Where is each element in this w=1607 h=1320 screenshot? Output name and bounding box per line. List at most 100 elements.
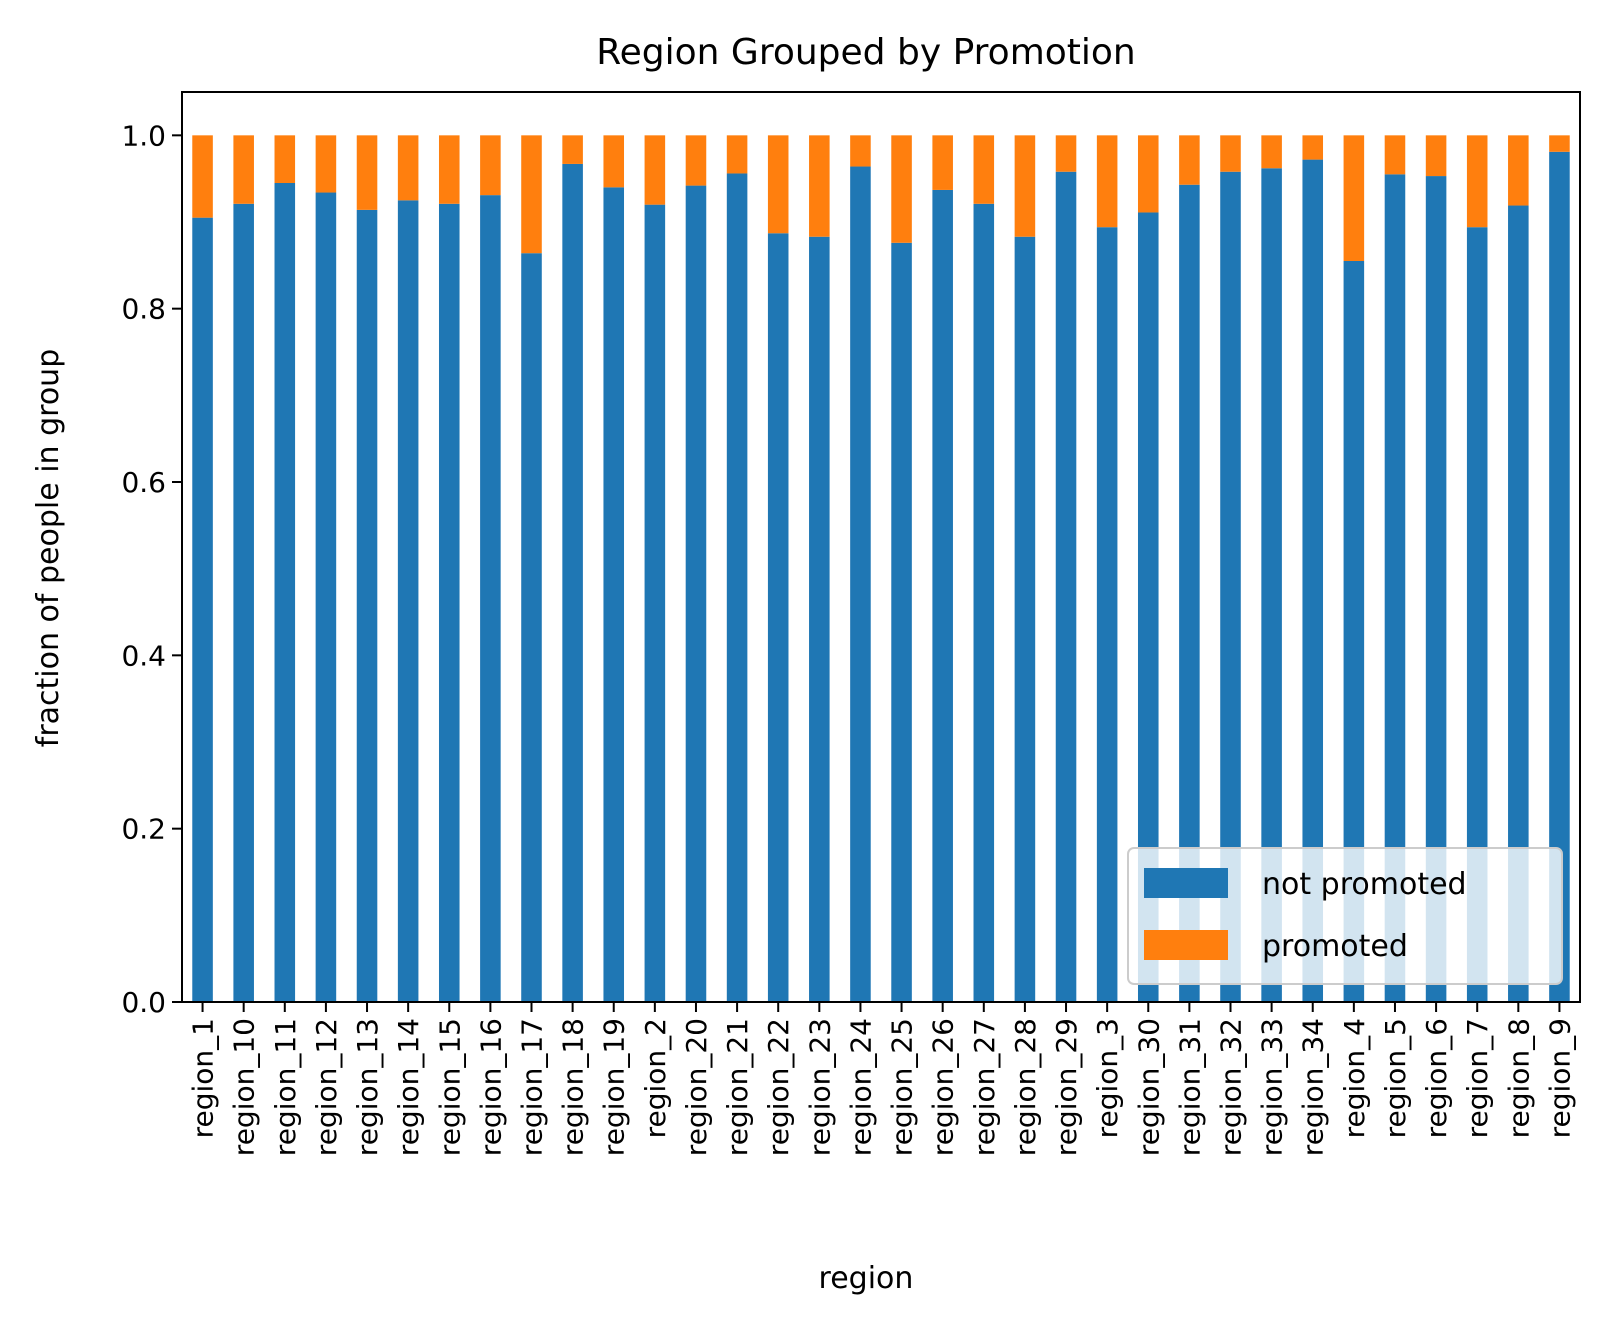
bar-not-promoted-region_3 [1096,227,1118,1002]
x-tick-label: region_31 [1173,1018,1206,1156]
bar-not-promoted-region_9 [1549,151,1570,1003]
bar-not-promoted-region_28 [1014,236,1036,1002]
bar-not-promoted-region_6 [1425,176,1447,1003]
y-axis-label: fraction of people in group [31,349,66,747]
bar-not-promoted-region_24 [850,166,871,1003]
x-tick-label: region_26 [927,1018,960,1156]
bar-not-promoted-region_22 [767,233,789,1002]
bar-promoted-region_33 [1261,135,1282,169]
bar-promoted-region_22 [767,135,789,234]
x-tick-label: region_20 [680,1018,713,1156]
bar-not-promoted-region_32 [1220,171,1241,1002]
y-tick-label: 0.6 [121,466,166,499]
x-axis: region_1 region_10 region_11 region_12 regio… [187,1002,1576,1156]
bar-promoted-region_10 [233,135,254,204]
bar-promoted-region_4 [1343,135,1365,261]
legend: not promoted promoted [1127,847,1563,985]
bar-promoted-region_30 [1137,135,1159,213]
bar-not-promoted-region_8 [1508,205,1529,1003]
x-tick-label: region_15 [433,1018,466,1156]
x-tick-label: region_6 [1420,1018,1453,1138]
x-tick-label: region_3 [1091,1018,1124,1138]
x-tick-label: region_14 [392,1018,425,1156]
x-tick-label: region_8 [1502,1018,1535,1138]
x-tick-label: region_13 [351,1018,384,1156]
bars-group [192,135,1570,1003]
bar-promoted-region_14 [397,135,419,201]
bar-promoted-region_29 [1055,135,1077,172]
legend-box [1127,847,1563,985]
x-tick-label: region_10 [228,1018,261,1156]
bar-not-promoted-region_14 [397,200,419,1003]
x-tick-label: region_7 [1461,1018,1494,1138]
bar-not-promoted-region_15 [438,203,460,1003]
bar-not-promoted-region_13 [356,209,378,1002]
y-tick-label: 0.4 [121,639,166,672]
bar-not-promoted-region_25 [891,242,912,1003]
x-tick-label: region_27 [968,1018,1001,1156]
legend-label-not-promoted: not promoted [1262,867,1467,902]
x-tick-label: region_12 [310,1018,343,1156]
x-tick-label: region_5 [1379,1018,1412,1138]
x-tick-label: region_30 [1132,1018,1165,1156]
x-tick-label: region_18 [557,1018,590,1156]
y-tick-label: 0.2 [121,813,166,846]
bar-promoted-region_15 [438,135,460,204]
x-tick-label: region_11 [269,1018,302,1156]
bar-promoted-region_12 [315,135,337,193]
bar-not-promoted-region_21 [726,173,748,1002]
x-tick-label: region_16 [474,1018,507,1156]
x-tick-label: region_32 [1215,1018,1248,1156]
bar-promoted-region_17 [521,135,542,254]
bar-promoted-region_1 [192,135,213,218]
bar-not-promoted-region_7 [1466,227,1488,1002]
x-tick-label: region_25 [886,1018,919,1156]
x-tick-label: region_28 [1009,1018,1042,1156]
legend-swatch-not-promoted [1144,868,1228,898]
bar-promoted-region_13 [356,135,378,210]
bar-promoted-region_8 [1508,135,1529,206]
bar-not-promoted-region_17 [521,253,542,1002]
bar-promoted-region_20 [685,135,707,186]
bar-promoted-region_18 [562,135,583,164]
y-axis: 0.0 0.2 0.4 0.6 0.8 1.0 [121,119,182,1019]
bar-promoted-region_34 [1302,135,1324,160]
x-tick-label: region_19 [598,1018,631,1156]
bar-promoted-region_3 [1096,135,1118,228]
bar-promoted-region_28 [1014,135,1036,237]
bar-promoted-region_5 [1384,135,1406,175]
x-tick-label: region_24 [844,1018,877,1156]
x-tick-label: region_22 [762,1018,795,1156]
bar-not-promoted-region_5 [1384,174,1406,1003]
bar-not-promoted-region_16 [480,195,501,1003]
bar-promoted-region_26 [932,135,953,190]
bar-promoted-region_9 [1549,135,1570,152]
bar-not-promoted-region_23 [809,236,830,1002]
bar-promoted-region_24 [850,135,871,167]
x-tick-label: region_34 [1297,1018,1330,1156]
x-tick-label: region_21 [721,1018,754,1156]
bar-not-promoted-region_27 [973,203,995,1003]
x-tick-label: region_23 [803,1018,836,1156]
bar-not-promoted-region_18 [562,163,583,1002]
bar-promoted-region_21 [726,135,748,174]
bar-promoted-region_32 [1220,135,1241,172]
bar-not-promoted-region_33 [1261,168,1282,1002]
bar-promoted-region_27 [973,135,995,204]
y-tick-label: 0.0 [121,986,166,1019]
bar-not-promoted-region_4 [1343,261,1365,1002]
bar-not-promoted-region_2 [644,204,666,1002]
x-tick-label: region_33 [1256,1018,1289,1156]
bar-promoted-region_16 [480,135,501,196]
bar-not-promoted-region_11 [274,183,296,1002]
x-tick-label: region_4 [1338,1018,1371,1138]
bar-not-promoted-region_31 [1179,184,1200,1002]
x-tick-label: region_17 [516,1018,549,1156]
legend-swatch-promoted [1144,930,1228,960]
y-tick-label: 0.8 [121,293,166,326]
bar-promoted-region_19 [603,135,625,188]
bar-promoted-region_7 [1466,135,1488,228]
bar-not-promoted-region_20 [685,185,707,1003]
bar-not-promoted-region_12 [315,192,337,1003]
